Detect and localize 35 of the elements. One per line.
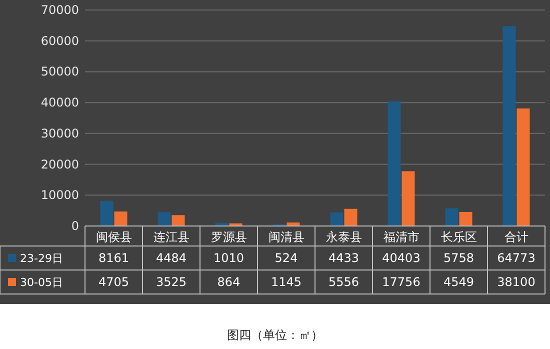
data-label: 1010 — [213, 251, 244, 265]
data-label: 4549 — [443, 275, 474, 289]
y-tick-label: 50000 — [40, 64, 79, 79]
x-tick-label: 福清市 — [383, 230, 420, 244]
data-label: 5758 — [443, 251, 474, 265]
data-label: 524 — [274, 251, 298, 265]
data-label: 4484 — [156, 251, 187, 265]
data-label: 64773 — [497, 251, 536, 265]
y-tick-label: 30000 — [40, 126, 79, 140]
y-tick-label: 0 — [71, 219, 79, 233]
data-label: 4433 — [328, 251, 360, 265]
x-tick-label: 永泰县 — [326, 230, 362, 244]
x-tick-label: 闽清县 — [268, 230, 304, 244]
y-tick-label: 20000 — [40, 157, 79, 172]
x-tick-label: 罗源县 — [210, 230, 247, 244]
x-tick-label: 连江县 — [153, 230, 190, 244]
x-tick-label: 长乐区 — [440, 230, 477, 244]
x-tick-label: 闽侯县 — [96, 230, 132, 244]
data-label: 38100 — [497, 275, 536, 289]
y-tick-label: 40000 — [40, 96, 79, 110]
x-tick-label: 合计 — [504, 230, 528, 244]
y-tick-label: 60000 — [40, 34, 79, 48]
data-label: 8161 — [98, 251, 130, 265]
legend-label: 30-05日 — [20, 276, 63, 289]
text: 图四（单位：㎡） — [227, 328, 323, 342]
y-tick-label: 70000 — [40, 3, 79, 17]
data-label: 5556 — [328, 275, 360, 289]
data-label: 3525 — [156, 275, 187, 289]
data-label: 1145 — [270, 275, 302, 289]
data-label: 864 — [217, 275, 240, 289]
data-label: 17756 — [382, 275, 420, 289]
legend-label: 23-29日 — [20, 252, 63, 265]
data-label: 4705 — [98, 275, 130, 289]
data-label: 40403 — [382, 251, 420, 265]
y-tick-label: 10000 — [40, 188, 79, 202]
